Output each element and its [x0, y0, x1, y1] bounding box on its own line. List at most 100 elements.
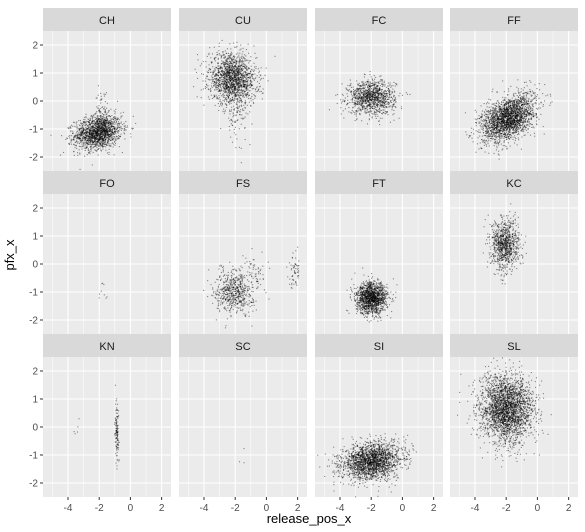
data-point — [113, 118, 115, 120]
data-point — [230, 75, 232, 77]
data-point — [354, 90, 356, 92]
data-point — [237, 83, 239, 85]
data-point — [233, 70, 235, 72]
data-point — [239, 60, 241, 62]
data-point — [230, 123, 232, 125]
data-point — [238, 77, 240, 79]
data-point — [243, 82, 245, 84]
data-point — [247, 88, 249, 90]
data-point — [83, 136, 85, 138]
data-point — [223, 88, 225, 90]
data-point — [230, 68, 232, 70]
data-point — [361, 92, 363, 94]
data-point — [237, 95, 239, 97]
data-point — [380, 92, 382, 94]
data-point — [372, 91, 374, 93]
data-point — [107, 133, 109, 135]
data-point — [84, 136, 86, 138]
data-point — [369, 104, 371, 106]
data-point — [226, 65, 228, 67]
data-point — [369, 86, 371, 88]
data-point — [243, 90, 245, 92]
data-point — [231, 72, 233, 74]
data-point — [101, 119, 103, 121]
data-point — [244, 84, 246, 86]
data-point — [368, 104, 370, 106]
data-point — [241, 86, 243, 88]
data-point — [351, 95, 353, 97]
data-point — [222, 70, 224, 72]
data-point — [226, 76, 228, 78]
data-point — [368, 93, 370, 95]
data-point — [354, 93, 356, 95]
data-point — [99, 141, 101, 143]
data-point — [110, 121, 112, 123]
data-point — [374, 114, 376, 116]
data-point — [239, 49, 241, 51]
data-point — [220, 70, 222, 72]
data-point — [102, 106, 104, 108]
data-point — [250, 71, 252, 73]
data-point — [259, 85, 261, 87]
data-point — [375, 111, 377, 113]
data-point — [94, 137, 96, 139]
data-point — [229, 68, 231, 70]
data-point — [96, 111, 98, 113]
data-point — [227, 97, 229, 99]
data-point — [96, 129, 98, 131]
data-point — [389, 94, 391, 96]
data-point — [92, 138, 94, 140]
data-point — [221, 66, 223, 68]
data-point — [95, 132, 97, 134]
data-point — [91, 138, 93, 140]
data-point — [517, 88, 519, 90]
data-point — [88, 133, 90, 135]
data-point — [101, 131, 103, 133]
data-point — [360, 104, 362, 106]
data-point — [80, 132, 82, 134]
data-point — [91, 115, 93, 117]
data-point — [235, 84, 237, 86]
data-point — [239, 79, 241, 81]
data-point — [102, 124, 104, 126]
data-point — [387, 114, 389, 116]
data-point — [221, 55, 223, 57]
data-point — [229, 64, 231, 66]
data-point — [73, 151, 75, 153]
data-point — [239, 95, 241, 97]
data-point — [113, 116, 115, 118]
data-point — [105, 130, 107, 132]
data-point — [232, 74, 234, 76]
data-point — [226, 84, 228, 86]
data-point — [82, 139, 84, 141]
data-point — [227, 96, 229, 98]
data-point — [238, 78, 240, 80]
data-point — [228, 82, 230, 84]
data-point — [218, 83, 220, 85]
data-point — [226, 87, 228, 89]
data-point — [222, 71, 224, 73]
data-point — [228, 79, 230, 81]
data-point — [215, 73, 217, 75]
data-point — [368, 98, 370, 100]
data-point — [109, 131, 111, 133]
data-point — [111, 124, 113, 126]
data-point — [100, 133, 102, 135]
data-point — [400, 106, 402, 108]
data-point — [80, 131, 82, 133]
data-point — [244, 85, 246, 87]
data-point — [101, 132, 103, 134]
data-point — [237, 88, 239, 90]
data-point — [79, 127, 81, 129]
data-point — [229, 62, 231, 64]
data-point — [225, 84, 227, 86]
data-point — [259, 91, 261, 93]
data-point — [224, 67, 226, 69]
data-point — [205, 77, 207, 79]
data-point — [88, 120, 90, 122]
data-point — [229, 66, 231, 68]
data-point — [85, 134, 87, 136]
data-point — [251, 85, 253, 87]
data-point — [98, 105, 100, 107]
data-point — [245, 101, 247, 103]
